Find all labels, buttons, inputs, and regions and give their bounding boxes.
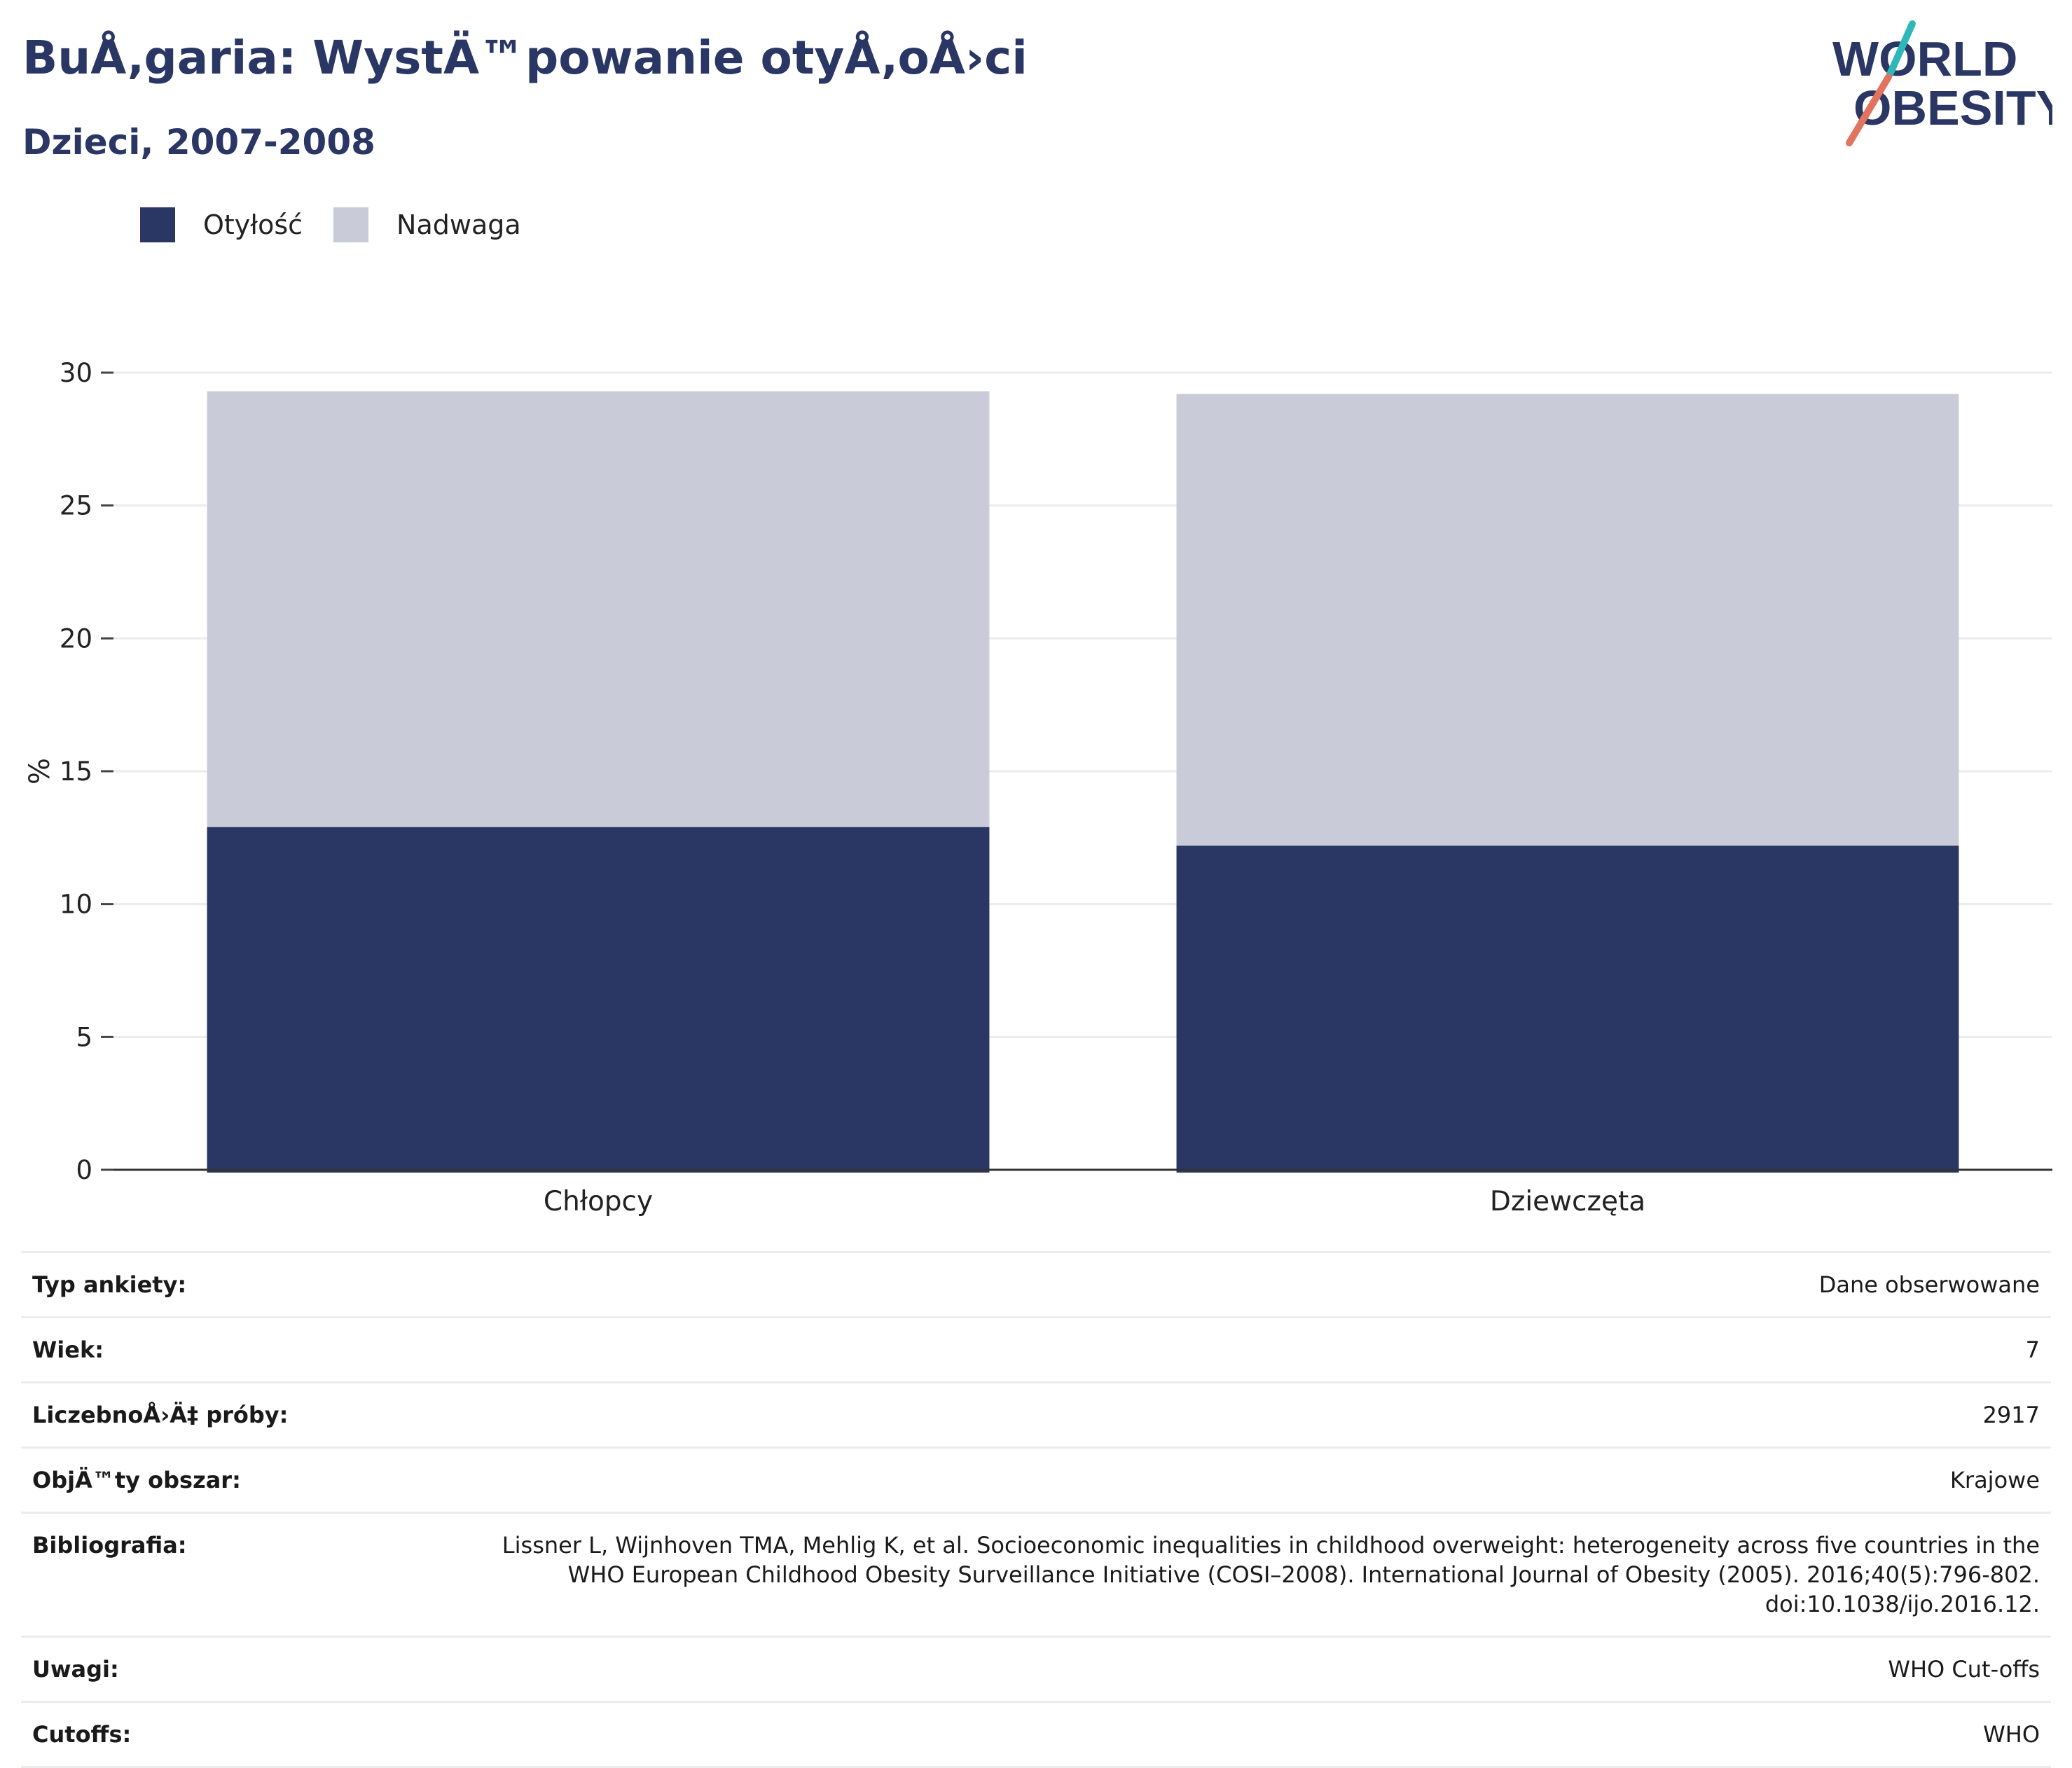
bibliography-line: WHO European Childhood Obesity Surveilla… [567, 1561, 2040, 1588]
bar-segment-obesity [207, 827, 990, 1173]
bibliography-line: Lissner L, Wijnhoven TMA, Mehlig K, et a… [502, 1532, 2040, 1559]
logo-line-world: WORLD [1832, 32, 2017, 86]
world-obesity-logo: WORLD OBESITY [1832, 20, 2052, 146]
legend-swatch-obesity [140, 207, 175, 242]
survey-info-table: Typ ankiety: Dane obserwowane Wiek: 7 Liczeb… [21, 1251, 2051, 1768]
info-value: Lissner L, Wijnhoven TMA, Mehlig K, et a… [408, 1513, 2051, 1637]
info-value: Dane obserwowane [1818, 1271, 2040, 1298]
logo-line-obesity: OBESITY [1853, 81, 2052, 135]
info-value: WHO [1983, 1721, 2040, 1748]
info-key: LiczebnoÅ›Ä‡ próby: [32, 1402, 289, 1428]
info-row: Wiek: 7 [21, 1317, 2051, 1383]
info-row: LiczebnoÅ›Ä‡ próby: 2917 [21, 1382, 2051, 1448]
y-axis-label: % [24, 758, 56, 785]
chart-subtitle: Dzieci, 2007-2008 [22, 122, 375, 163]
bibliography-line: doi:10.1038/ijo.2016.12. [1764, 1591, 2040, 1617]
info-key: ObjÄ™ty obszar: [32, 1467, 241, 1493]
info-value: 7 [2025, 1337, 2040, 1363]
info-row: Typ ankiety: Dane obserwowane [21, 1252, 2051, 1318]
legend-swatch-overweight [333, 207, 369, 242]
y-tick-label: 10 [60, 890, 92, 920]
stacked-bar-chart: 0 5 10 15 20 25 30% Chłopcy Dziewczęta [24, 358, 2052, 1217]
y-tick-label: 0 [76, 1155, 92, 1185]
info-value: 2917 [1982, 1402, 2040, 1428]
bar-segment-obesity [1176, 845, 1959, 1173]
y-tick-label: 20 [60, 623, 92, 654]
legend-item-obesity[interactable]: Otyłość [140, 207, 303, 242]
y-tick-label: 25 [60, 491, 92, 521]
info-key: Wiek: [32, 1337, 104, 1363]
info-value: WHO Cut-offs [1888, 1656, 2040, 1683]
info-row: Bibliografia: Lissner L, Wijnhoven TMA, M… [21, 1512, 2051, 1637]
info-row: Uwagi: WHO Cut-offs [21, 1636, 2051, 1702]
chart-title: BuÅ‚garia: WystÄ™powanie otyÅ‚oÅ›ci [22, 31, 1028, 85]
logo-slash-bottom [1846, 74, 1892, 146]
x-tick-label: Chłopcy [544, 1186, 653, 1217]
legend-label-obesity: Otyłość [203, 209, 303, 240]
info-key: Uwagi: [32, 1656, 119, 1683]
logo-slash-top [1886, 20, 1916, 78]
info-value: Krajowe [1949, 1467, 2040, 1493]
info-key: Cutoffs: [32, 1721, 132, 1748]
x-tick-label: Dziewczęta [1490, 1186, 1645, 1217]
y-tick-label: 5 [76, 1022, 92, 1052]
legend-label-overweight: Nadwaga [396, 209, 521, 240]
bar-segment-overweight [207, 391, 990, 827]
info-row: ObjÄ™ty obszar: Krajowe [21, 1447, 2051, 1513]
chart-legend: Otyłość Nadwaga [140, 207, 552, 242]
info-key: Bibliografia: [32, 1532, 187, 1559]
legend-item-overweight[interactable]: Nadwaga [333, 207, 521, 242]
info-key: Typ ankiety: [32, 1271, 187, 1298]
info-row: Cutoffs: WHO [21, 1701, 2051, 1767]
y-tick-label: 30 [60, 358, 92, 388]
y-tick-label: 15 [60, 757, 92, 787]
bar-segment-overweight [1176, 394, 1959, 846]
